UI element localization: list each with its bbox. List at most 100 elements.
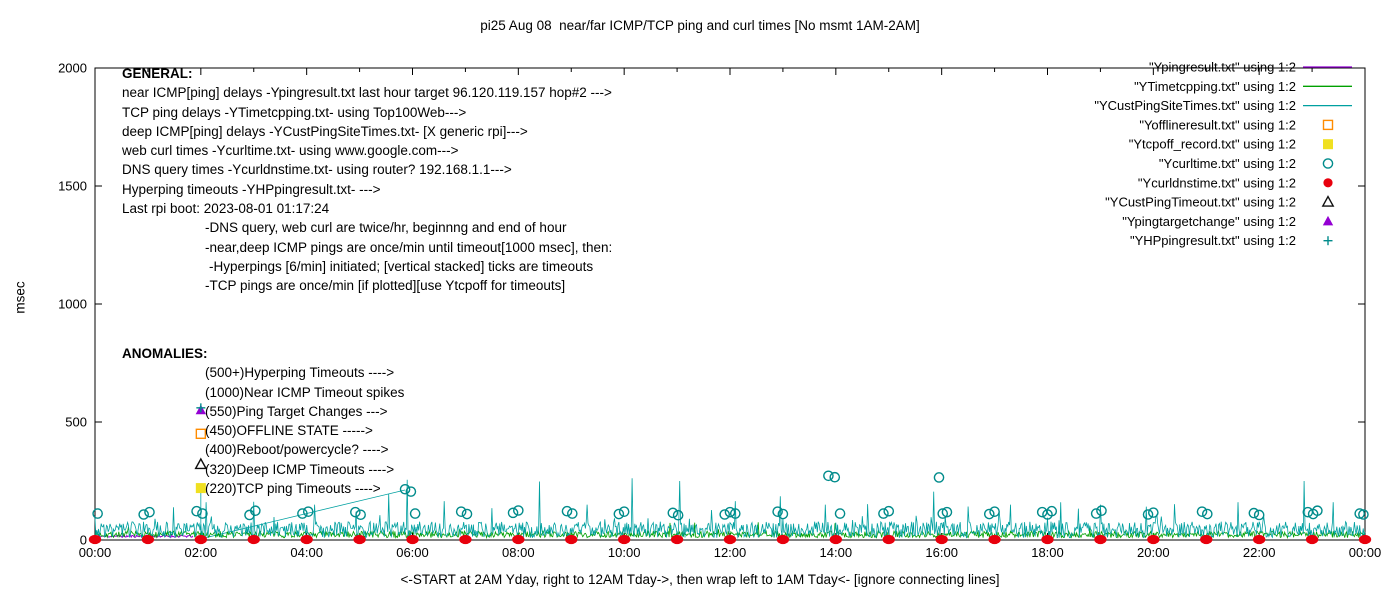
y-tick-label: 0: [80, 533, 87, 548]
series-Ycurltime.txt-marker: [399, 483, 411, 495]
series-Ycurltime.txt-marker: [455, 506, 467, 517]
anomalies-line: (220)TCP ping Timeouts ---->: [205, 481, 381, 497]
series-Ycurltime.txt-marker: [724, 506, 736, 518]
general-line: near ICMP[ping] delays -Ypingresult.txt …: [122, 85, 612, 101]
series-Ycurltime.txt-marker: [1358, 509, 1369, 520]
x-tick-label: 16:00: [925, 545, 958, 560]
series-Ycurldnstime.txt-marker: [406, 534, 419, 545]
series-Ycurltime.txt-marker: [1202, 508, 1213, 520]
series-Ycurltime.txt-marker: [197, 508, 208, 519]
x-tick-label: 06:00: [396, 545, 429, 560]
series-Ycurldnstime.txt-marker: [247, 534, 260, 545]
series-Ycurltime.txt-marker: [777, 508, 789, 520]
y-tick-label: 2000: [58, 61, 87, 76]
series-Ycurldnstime.txt-marker: [512, 534, 525, 545]
series-Ycurldnstime.txt-marker: [1094, 534, 1107, 545]
series-Ycurltime.txt-marker: [878, 508, 889, 519]
series-Ycurltime.txt-marker: [561, 505, 573, 517]
general-line: DNS query times -Ycurldnstime.txt- using…: [122, 162, 512, 178]
connector-line: [200, 489, 406, 540]
legend-label: "Yofflineresult.txt" using 1:2: [1139, 117, 1296, 132]
series-Ycurltime.txt-marker: [1142, 509, 1154, 520]
legend-label: "YTimetcpping.txt" using 1:2: [1134, 79, 1296, 94]
series-Ycurltime.txt-marker: [92, 508, 103, 519]
series-Ycurldnstime.txt-marker: [882, 534, 895, 545]
general-line: -DNS query, web curl are twice/hr, begin…: [205, 220, 567, 236]
anomalies-heading: ANOMALIES:: [122, 346, 208, 361]
legend-label: "Ytcpoff_record.txt" using 1:2: [1129, 137, 1296, 152]
series-Ycurltime.txt-marker: [138, 509, 149, 520]
series-YCustPingSiteTimes.txt: [94, 478, 1366, 540]
series-Ycurltime.txt-marker: [513, 505, 524, 516]
y-axis-label: msec: [12, 281, 28, 314]
general-line: -near,deep ICMP pings are once/min until…: [205, 239, 613, 255]
series-Ycurltime.txt-marker: [1312, 505, 1323, 517]
anomalies-line: (400)Reboot/powercycle? ---->: [205, 442, 389, 458]
legend-label: "YCustPingTimeout.txt" using 1:2: [1105, 195, 1296, 210]
series-Ycurltime.txt-marker: [409, 508, 421, 519]
series-Ycurldnstime.txt-marker: [459, 534, 472, 545]
general-line: Hyperping timeouts -YHPpingresult.txt- -…: [122, 181, 381, 197]
series-Ycurltime.txt-marker: [1196, 506, 1208, 517]
legend-label: "YCustPingSiteTimes.txt" using 1:2: [1094, 98, 1296, 113]
series-Ycurltime.txt-marker: [941, 506, 953, 518]
series-Ycurldnstime.txt-marker: [1200, 534, 1213, 545]
series-Ycurltime.txt-marker: [191, 505, 202, 517]
series-Ycurldnstime.txt-marker: [353, 534, 366, 545]
series-Ycurldnstime.txt-marker: [1252, 534, 1266, 545]
series-Ycurltime.txt-marker: [567, 508, 578, 519]
series-Yofflineresult.txt-marker: [195, 428, 207, 439]
series-Ycurltime.txt-marker: [461, 508, 473, 520]
legend-marker: [1323, 139, 1333, 150]
chart-title: pi25 Aug 08 near/far ICMP/TCP ping and c…: [480, 18, 920, 33]
series-Ycurltime.txt-marker: [989, 506, 1000, 517]
y-tick-label: 1000: [58, 297, 87, 312]
series-Ycurltime.txt-marker: [672, 509, 684, 521]
x-tick-label: 22:00: [1243, 545, 1276, 560]
series-Ycurldnstime.txt-marker: [723, 534, 737, 545]
series-Ycurltime.txt-marker: [823, 470, 834, 482]
legend-marker: [1321, 195, 1335, 207]
legend-marker: [1322, 158, 1334, 169]
series-Ycurltime.txt-marker: [772, 506, 783, 517]
series-Ycurldnstime.txt-marker: [988, 534, 1001, 545]
x-tick-label: 02:00: [185, 545, 218, 560]
x-tick-label: 14:00: [820, 545, 853, 560]
legend-label: "Ycurldnstime.txt" using 1:2: [1138, 175, 1296, 190]
x-tick-label: 18:00: [1031, 545, 1064, 560]
series-Ycurltime.txt-marker: [1036, 506, 1048, 518]
series-Ycurldnstime.txt-marker: [1041, 534, 1054, 545]
x-tick-label: 00:00: [79, 545, 112, 560]
series-Ytcpoff_record.txt-marker: [195, 483, 206, 494]
series-Ycurltime.txt-marker: [302, 506, 314, 517]
general-line: Last rpi boot: 2023-08-01 01:17:24: [122, 201, 330, 217]
x-tick-label: 08:00: [502, 545, 535, 560]
series-Ycurldnstime.txt-marker: [829, 534, 843, 545]
series-Ycurltime.txt-marker: [933, 472, 945, 483]
series-Ycurldnstime.txt-marker: [1305, 534, 1319, 545]
series-Ycurltime.txt-marker: [507, 507, 519, 519]
anomalies-line: (550)Ping Target Changes --->: [205, 403, 388, 419]
series-Ycurldnstime.txt-marker: [300, 534, 313, 545]
series-Ycurltime.txt-marker: [613, 508, 625, 520]
general-line: TCP ping delays -YTimetcpping.txt- using…: [122, 104, 467, 120]
series-Ycurltime.txt-marker: [355, 509, 366, 521]
series-Ycurldnstime.txt-marker: [1358, 534, 1372, 545]
series-Ycurltime.txt-marker: [1248, 507, 1260, 519]
legend-marker: [1322, 215, 1334, 226]
series-Ycurltime.txt-marker: [144, 506, 155, 518]
series-Ycurltime.txt-marker: [405, 486, 417, 497]
general-annotation-block: GENERAL: near ICMP[ping] delays -Ypingres…: [122, 64, 612, 296]
general-line: web curl times -Ycurltime.txt- using www…: [122, 143, 459, 159]
series-Ycurltime.txt-marker: [719, 509, 731, 520]
series-Ycurltime.txt-marker: [834, 508, 846, 519]
series-Ycurltime.txt-marker: [667, 507, 679, 519]
x-tick-label: 04:00: [290, 545, 323, 560]
series-Ycurldnstime.txt-marker: [1147, 534, 1160, 545]
series-Ycurltime.txt-marker: [297, 508, 308, 519]
series-Ycurltime.txt-marker: [729, 508, 741, 519]
x-tick-label: 20:00: [1137, 545, 1170, 560]
anomalies-line: (320)Deep ICMP Timeouts ---->: [205, 461, 395, 477]
anomalies-line: (500+)Hyperping Timeouts ---->: [205, 365, 395, 381]
